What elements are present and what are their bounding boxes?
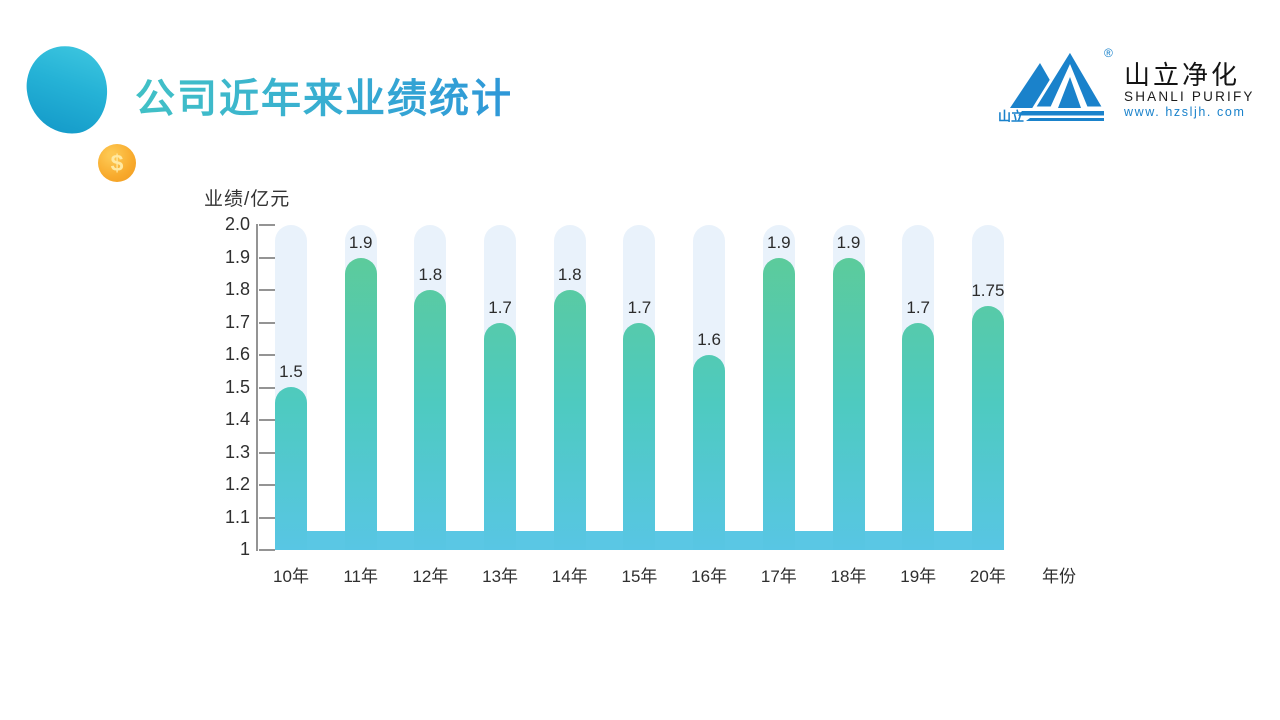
bar-columns: 1.5 1.9 1.8 1.7 1.8 1.7 1.6 1.9 1.9 1.7 1.75 [275, 225, 1004, 550]
bar-column: 1.9 [344, 225, 377, 550]
logo-text-block: 山立净化 SHANLI PURIFY www. hzsljh. com [1124, 60, 1255, 122]
company-logo: 山立 ® 山立净化 SHANLI PURIFY www. hzsljh. com [998, 42, 1252, 124]
bar-value-label: 1.9 [348, 233, 373, 252]
y-tick-mark [259, 516, 275, 519]
y-tick-label: 1.7 [224, 311, 250, 332]
x-tick-label: 14年 [551, 567, 588, 586]
x-tick-slot: 10年 [273, 562, 309, 587]
bar-column: 1.5 [275, 225, 307, 550]
logo-name-en: SHANLI PURIFY [1124, 89, 1255, 105]
y-tick-label: 1.5 [224, 376, 250, 397]
y-tick-label: 1.1 [224, 506, 250, 527]
svg-text:®: ® [1104, 46, 1113, 60]
y-tick-label: 1.6 [224, 344, 250, 364]
bar-fill [971, 306, 1004, 550]
bar-value-label: 1.6 [697, 330, 721, 349]
bar-fill [414, 290, 447, 550]
bar-value-label: 1.9 [766, 233, 791, 252]
y-tick-mark [259, 321, 275, 324]
y-tick-label: 2.0 [224, 214, 250, 234]
y-tick-mark [259, 419, 275, 421]
x-axis-label: 年份 [1042, 567, 1076, 586]
bar-column: 1.6 [693, 225, 726, 550]
bar-column: 1.8 [414, 225, 447, 550]
bar-fill [553, 290, 586, 550]
y-tick-mark [259, 386, 275, 389]
x-tick-slot: 15年 [621, 562, 658, 587]
x-tick-label: 13年 [482, 567, 519, 586]
logo-website: www. hzsljh. com [1124, 105, 1246, 119]
y-tick-mark [259, 484, 275, 486]
x-tick-label: 15年 [621, 567, 658, 586]
bar-fill [275, 387, 307, 550]
y-tick-mark [259, 224, 275, 226]
bar-value-label: 1.5 [279, 362, 303, 381]
mountain-logo-icon: 山立 ® [998, 44, 1116, 124]
bar-column: 1.75 [971, 225, 1005, 550]
x-tick-label: 18年 [830, 567, 867, 586]
dollar-symbol: $ [110, 149, 124, 176]
logo-name-cn: 山立净化 [1124, 60, 1241, 91]
x-tick-label: 12年 [412, 567, 449, 586]
bar-fill [484, 323, 517, 550]
bar-column: 1.7 [623, 225, 656, 550]
x-tick-slot: 13年 [482, 562, 519, 587]
bar-column: 1.9 [832, 225, 865, 550]
x-tick-slot: 11年 [343, 562, 379, 587]
x-tick-label: 10年 [273, 567, 309, 586]
y-tick-mark [259, 289, 275, 291]
decorative-blob [22, 42, 112, 138]
bar-column: 1.7 [484, 225, 517, 550]
dollar-coin-icon: $ [98, 144, 136, 182]
x-tick-label: 17年 [760, 567, 797, 586]
y-tick-label: 1.8 [224, 279, 250, 299]
y-tick-mark [259, 354, 275, 356]
x-tick-slot: 19年 [900, 562, 937, 587]
x-tick-label: 11年 [343, 567, 379, 586]
x-tick-label: 20年 [969, 567, 1006, 586]
x-tick-slot: 12年 [412, 562, 449, 587]
bar-fill [762, 258, 795, 550]
x-tick-slot: 14年 [551, 562, 588, 587]
bar-column: 1.7 [902, 225, 935, 550]
bar-value-label: 1.8 [557, 265, 582, 284]
bar-fill [344, 258, 377, 550]
bar-value-label: 1.7 [906, 298, 931, 317]
y-tick-label: 1.4 [224, 409, 250, 429]
x-tick-slot: 16年 [691, 562, 728, 587]
bar-column: 1.9 [762, 225, 795, 550]
x-tick-label: 19年 [900, 567, 937, 586]
y-axis-label: 业绩/亿元 [204, 189, 291, 210]
bar-fill [693, 355, 726, 550]
x-tick-slot: 17年 [760, 562, 797, 587]
x-tick-label: 16年 [691, 567, 728, 586]
y-tick-label: 1.9 [224, 246, 250, 267]
y-tick-mark [259, 549, 275, 551]
bar-fill [623, 323, 656, 550]
y-tick-label: 1.2 [224, 474, 250, 494]
svg-text:山立: 山立 [998, 109, 1024, 122]
x-axis-tick-labels: 10年 11年 12年 13年 14年 15年 16年 17年 18年 19年 20年 [273, 562, 1006, 587]
y-tick-label: 1 [239, 539, 250, 559]
x-tick-slot: 18年 [830, 562, 867, 587]
bar-value-label: 1.7 [488, 298, 512, 317]
bar-fill [902, 323, 935, 550]
y-tick-label: 1.3 [224, 441, 250, 462]
bar-value-label: 1.75 [971, 281, 1005, 300]
bar-value-label: 1.9 [836, 233, 861, 252]
bar-value-label: 1.8 [418, 265, 443, 284]
y-tick-mark [259, 256, 275, 259]
y-tick-mark [259, 451, 275, 454]
bar-chart-plot: 1.5 1.9 1.8 1.7 1.8 1.7 1.6 1.9 1.9 1.7 1.75 [275, 225, 1004, 550]
bar-value-label: 1.7 [627, 298, 652, 317]
x-tick-slot: 20年 [969, 562, 1006, 587]
bar-column: 1.8 [553, 225, 586, 550]
bar-fill [832, 258, 865, 550]
page-title: 公司近年来业绩统计 [135, 66, 513, 124]
y-axis-line [256, 224, 258, 551]
